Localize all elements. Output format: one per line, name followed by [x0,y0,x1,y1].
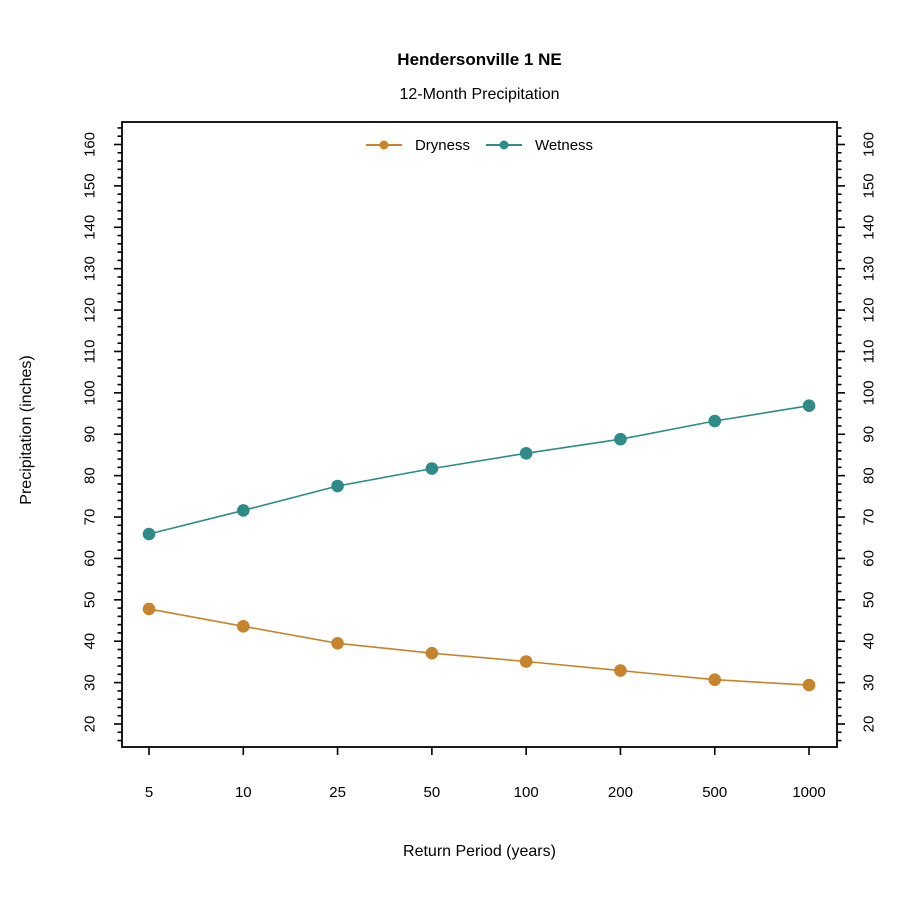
svg-text:25: 25 [329,784,346,801]
svg-text:160: 160 [861,132,878,157]
legend-item-dryness: Dryness [365,136,470,154]
dryness-line-marker-icon [365,139,402,151]
svg-text:120: 120 [82,298,99,323]
svg-text:110: 110 [82,340,99,364]
svg-text:20: 20 [861,716,878,733]
x-axis-ticks-labels: 5 10 25 50 100 200 500 1000 [145,747,826,801]
svg-text:110: 110 [861,340,878,364]
svg-text:130: 130 [861,256,878,281]
svg-text:80: 80 [861,467,878,484]
svg-text:1000: 1000 [792,784,825,801]
svg-text:120: 120 [861,298,878,323]
svg-text:10: 10 [235,784,252,801]
svg-text:130: 130 [82,256,99,281]
svg-text:150: 150 [861,173,878,198]
svg-text:40: 40 [82,633,99,650]
chart-title: Hendersonville 1 NE [397,50,562,69]
legend-label-wetness: Wetness [534,136,594,154]
svg-text:50: 50 [82,591,99,608]
wetness-line-marker-icon [485,139,522,151]
svg-text:90: 90 [82,426,99,443]
svg-text:20: 20 [82,716,99,733]
svg-text:100: 100 [861,380,878,405]
svg-text:50: 50 [424,784,441,801]
svg-text:70: 70 [82,509,99,526]
y-axis-ticks [114,127,845,742]
svg-text:150: 150 [82,173,99,198]
x-axis-title: Return Period (years) [403,843,556,860]
dryness-legend-dot [379,140,389,150]
svg-text:140: 140 [82,215,99,240]
svg-text:30: 30 [82,674,99,691]
wetness-legend-dot [499,140,509,150]
legend-item-wetness: Wetness [485,136,594,154]
svg-text:40: 40 [861,633,878,650]
svg-text:80: 80 [82,467,99,484]
series-dryness [142,602,816,692]
svg-text:60: 60 [82,550,99,567]
svg-text:160: 160 [82,132,99,157]
svg-text:140: 140 [861,215,878,240]
legend: Dryness Wetness [122,133,837,157]
chart-subtitle: 12-Month Precipitation [399,86,560,103]
plot-frame [121,121,838,748]
svg-text:100: 100 [82,380,99,405]
svg-text:200: 200 [608,784,633,801]
svg-text:90: 90 [861,426,878,443]
y-axis-labels: 20 20 30 30 40 40 50 50 60 60 70 70 80 80 90 90 100 100 11… [82,132,878,732]
svg-text:50: 50 [861,591,878,608]
svg-text:100: 100 [514,784,539,801]
series-wetness [142,399,816,541]
svg-text:5: 5 [145,784,153,801]
svg-text:70: 70 [861,509,878,526]
legend-label-dryness: Dryness [414,136,470,154]
svg-text:30: 30 [861,674,878,691]
svg-text:60: 60 [861,550,878,567]
svg-text:500: 500 [702,784,727,801]
y-axis-title: Precipitation (inches) [18,355,35,505]
